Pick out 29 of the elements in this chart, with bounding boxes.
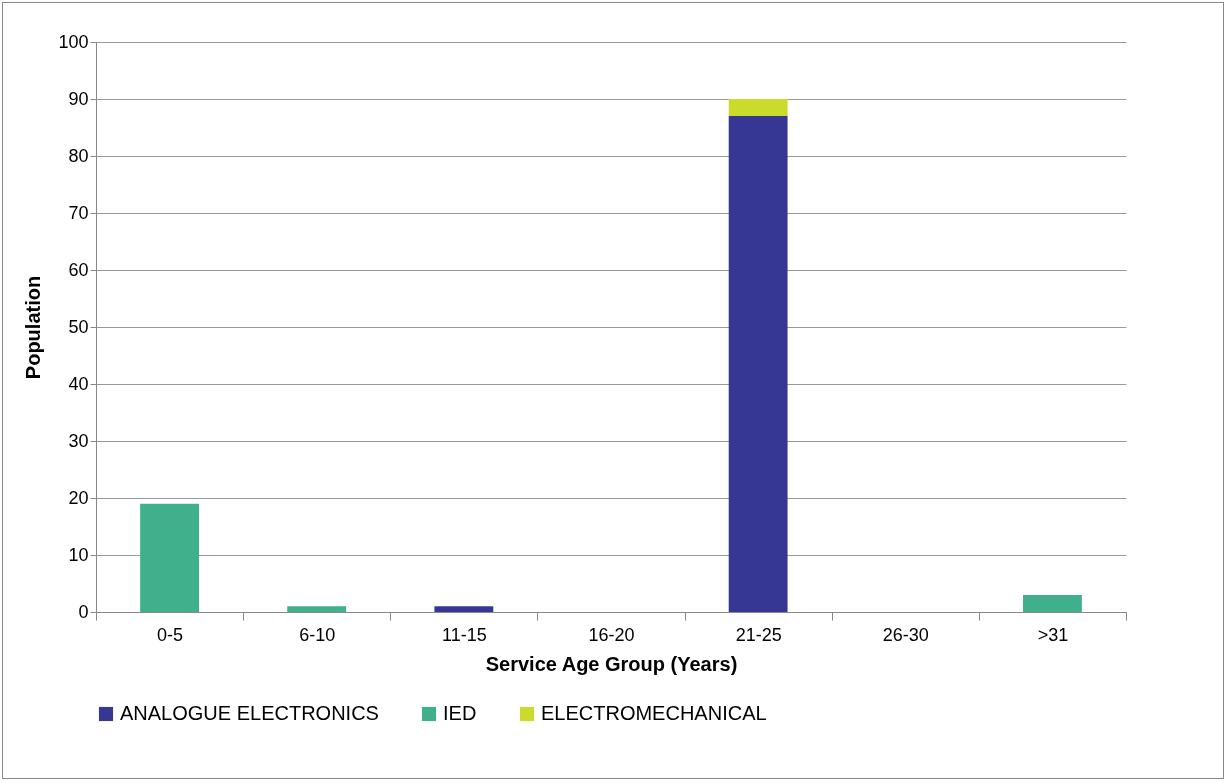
legend-label: ELECTROMECHANICAL: [541, 702, 767, 724]
legend-label: IED: [443, 702, 477, 724]
y-tick-label: 20: [68, 487, 89, 508]
y-tick-label: 40: [68, 373, 89, 394]
y-tick-label: 100: [58, 31, 89, 52]
bar: [140, 503, 199, 612]
y-tick-label: 10: [68, 544, 89, 565]
y-tick-label: 90: [68, 88, 89, 109]
bar: [728, 99, 788, 117]
y-tick-label: 50: [68, 316, 89, 337]
x-tick-label: 6-10: [299, 624, 336, 645]
y-tick-label: 30: [68, 430, 89, 451]
y-tick-label: 70: [68, 202, 89, 223]
x-axis-title: Service Age Group (Years): [485, 652, 738, 675]
x-tick-label: 0-5: [157, 624, 184, 645]
y-tick-label: 80: [68, 145, 89, 166]
x-tick-label: 26-30: [882, 624, 929, 645]
x-tick-label: 16-20: [588, 624, 635, 645]
bar: [728, 116, 788, 612]
y-tick-label: 60: [68, 259, 89, 280]
bar: [434, 606, 494, 612]
bar: [1023, 594, 1082, 612]
x-tick-label: 21-25: [735, 624, 782, 645]
x-tick-label: 11-15: [442, 624, 487, 645]
x-tick-label: >31: [1037, 624, 1069, 645]
legend-label: ANALOGUE ELECTRONICS: [120, 702, 379, 724]
y-axis-title: Population: [22, 275, 45, 380]
y-tick-label: 0: [78, 601, 89, 622]
bar: [287, 606, 347, 612]
